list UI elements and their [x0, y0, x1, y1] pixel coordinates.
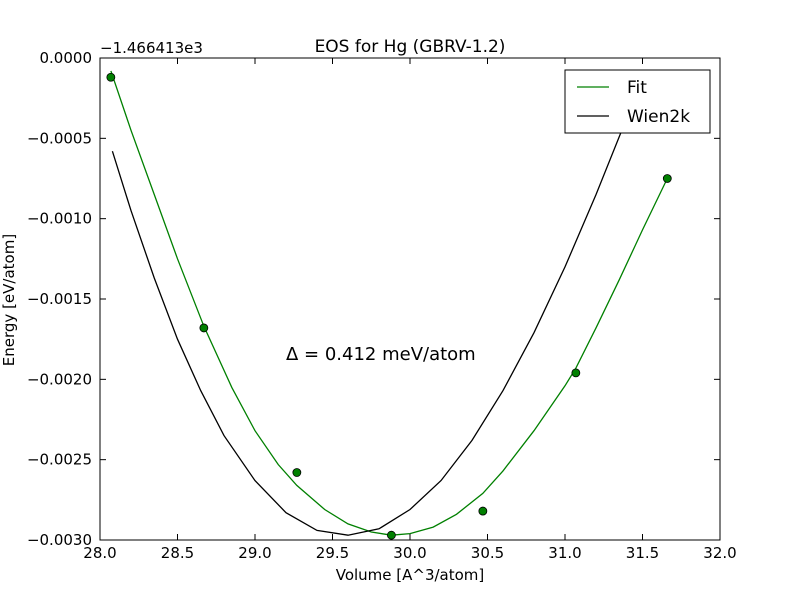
- y-tick-label: −0.0030: [27, 531, 92, 549]
- x-tick-label: 29.5: [316, 544, 349, 562]
- x-tick-label: 30.5: [471, 544, 504, 562]
- y-tick-label: −0.0025: [27, 451, 92, 469]
- plot-frame: [99, 57, 721, 541]
- y-axis-label: Energy [eV/atom]: [0, 234, 18, 366]
- y-tick-label: 0.0000: [40, 49, 93, 67]
- x-tick-label: 31.5: [626, 544, 659, 562]
- y-tick-label: −0.0020: [27, 370, 92, 388]
- x-tick-label: 29.0: [238, 544, 271, 562]
- data-point-fit: [386, 530, 396, 540]
- x-tick-label: 28.0: [83, 544, 116, 562]
- y-tick-label: −0.0015: [27, 290, 92, 308]
- data-point-fit: [106, 72, 116, 82]
- legend-label-fit: Fit: [627, 78, 647, 98]
- x-tick-label: 32.0: [703, 544, 736, 562]
- legend-label-wien2k: Wien2k: [627, 107, 690, 127]
- y-tick-label: −0.0010: [27, 210, 92, 228]
- chart-title: EOS for Hg (GBRV-1.2): [315, 37, 506, 57]
- x-axis-label: Volume [A^3/atom]: [336, 566, 485, 584]
- series-layer: [106, 70, 672, 540]
- x-tick-label: 28.5: [161, 544, 194, 562]
- y-tick-label: −0.0005: [27, 129, 92, 147]
- ticks-layer: 28.0 28.5 29.0 29.5 30.0 30.5 31.0 31.5 32.0 0.00…: [27, 49, 737, 562]
- y-offset-label: −1.466413e3: [100, 39, 203, 57]
- data-point-fit: [199, 323, 209, 333]
- delta-annotation: Δ = 0.412 meV/atom: [286, 344, 476, 365]
- legend-box: [564, 69, 711, 134]
- data-point-fit: [478, 506, 488, 516]
- data-point-fit: [662, 174, 672, 183]
- x-tick-label: 31.0: [548, 544, 581, 562]
- data-point-fit: [571, 368, 581, 378]
- x-tick-label: 30.0: [393, 544, 426, 562]
- data-point-fit: [292, 468, 302, 477]
- legend: Fit Wien2k: [564, 69, 711, 134]
- series-line-wien2k: [111, 73, 644, 536]
- plot-area: [100, 58, 720, 540]
